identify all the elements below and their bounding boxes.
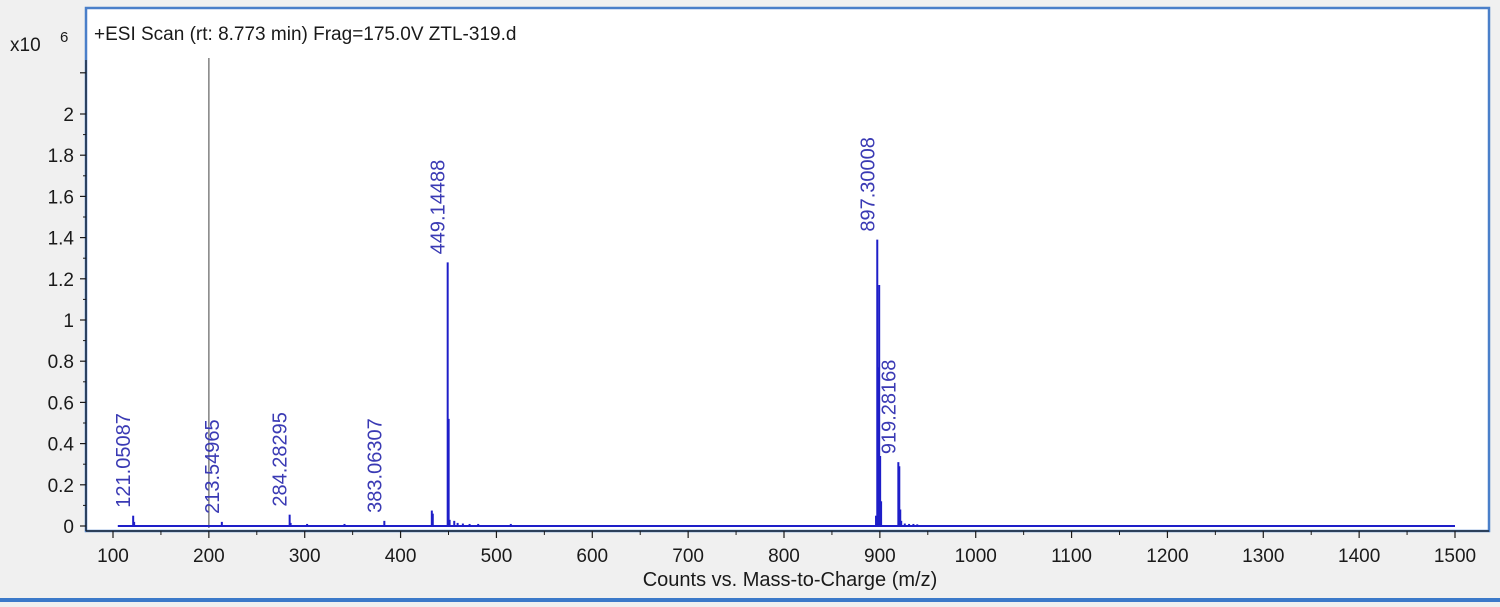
peak-label-6: 919.28168 <box>878 360 900 455</box>
peak-label-1: 213.54965 <box>202 419 224 514</box>
window-bottom-border <box>0 598 1500 602</box>
x-tick-label-3: 400 <box>385 546 417 567</box>
x-axis-title: Counts vs. Mass-to-Charge (m/z) <box>643 569 938 591</box>
y-tick-label-8: 1.6 <box>48 187 74 208</box>
y-tick-label-1: 0.2 <box>48 476 74 497</box>
y-tick-label-3: 0.6 <box>48 393 74 414</box>
y-axis: 0 0.2 0.4 0.6 0.8 1 1.2 1.4 1.6 1.8 2 <box>48 72 86 538</box>
y-tick-label-4: 0.8 <box>48 352 74 373</box>
x-tick-label-11: 1200 <box>1146 546 1188 567</box>
x-tick-label-12: 1300 <box>1242 546 1284 567</box>
x-tick-label-8: 900 <box>864 546 896 567</box>
x-tick-label-4: 500 <box>481 546 513 567</box>
y-multiplier-base: x10 <box>10 35 41 56</box>
peak-label-2: 284.28295 <box>270 412 292 507</box>
x-tick-label-14: 1500 <box>1434 546 1476 567</box>
x-tick-label-10: 1100 <box>1051 546 1092 567</box>
y-multiplier-exponent: 6 <box>60 29 68 46</box>
y-tick-label-6: 1.2 <box>48 270 74 291</box>
peak-labels: 121.05087 213.54965 284.28295 383.06307 449.… <box>113 137 900 514</box>
y-tick-label-7: 1.4 <box>48 229 75 250</box>
y-tick-label-0: 0 <box>63 517 74 538</box>
y-tick-label-2: 0.4 <box>48 435 75 456</box>
x-tick-label-2: 300 <box>289 546 321 567</box>
x-tick-label-13: 1400 <box>1338 546 1380 567</box>
y-tick-label-10: 2 <box>63 105 74 126</box>
y-multiplier-label: x10 <box>10 35 41 56</box>
y-tick-label-9: 1.8 <box>48 146 74 167</box>
x-tick-label-7: 800 <box>768 546 800 567</box>
x-tick-label-6: 700 <box>672 546 704 567</box>
peak-label-4: 449.14488 <box>428 160 450 255</box>
x-tick-label-9: 1000 <box>955 546 997 567</box>
y-tick-label-5: 1 <box>63 311 74 332</box>
x-tick-label-1: 200 <box>193 546 225 567</box>
x-axis: 100 200 300 400 500 600 700 800 900 1000 1100 1200 1… <box>97 531 1476 567</box>
peak-label-5: 897.30008 <box>857 137 879 232</box>
x-tick-label-5: 600 <box>576 546 608 567</box>
peak-label-3: 383.06307 <box>364 418 386 513</box>
plot-frame <box>84 6 1491 533</box>
x-tick-label-0: 100 <box>97 546 129 567</box>
chart-title: +ESI Scan (rt: 8.773 min) Frag=175.0V ZT… <box>94 24 516 45</box>
peak-label-0: 121.05087 <box>113 413 135 508</box>
peaks <box>132 239 919 526</box>
